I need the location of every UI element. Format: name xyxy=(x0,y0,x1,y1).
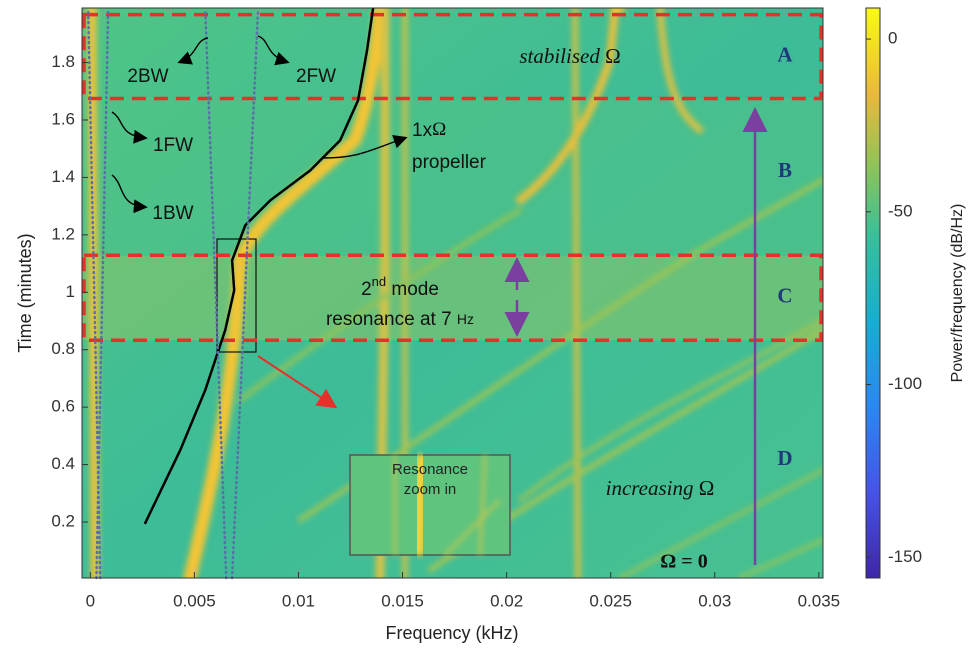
region-label: C xyxy=(777,284,792,308)
y-tick-label: 0.2 xyxy=(51,511,75,530)
mode-label: 2FW xyxy=(296,66,336,87)
resonance-label: resonance at 7 Hz xyxy=(326,309,474,330)
x-tick-label: 0.005 xyxy=(173,591,216,610)
mode-label: 2BW xyxy=(127,66,168,87)
x-tick-label: 0.015 xyxy=(381,591,424,610)
y-tick-label: 0.6 xyxy=(51,397,75,416)
y-tick-label: 0.4 xyxy=(51,454,75,473)
x-tick-label: 0.025 xyxy=(589,591,632,610)
stabilised-label: stabilised Ω xyxy=(519,44,620,68)
x-tick-label: 0.02 xyxy=(490,591,523,610)
x-tick-label: 0.01 xyxy=(282,591,315,610)
x-tick-label: 0.03 xyxy=(698,591,731,610)
y-tick-label: 1 xyxy=(66,282,75,301)
x-axis-label: Frequency (kHz) xyxy=(385,623,518,643)
colorbar xyxy=(866,8,880,578)
propeller-label: 1xΩ xyxy=(412,119,446,141)
resonance-text: resonance at 7 xyxy=(326,309,457,330)
increasing-label: increasing Ω xyxy=(606,476,715,500)
omega: Ω xyxy=(432,119,446,140)
region-label: A xyxy=(777,42,793,66)
mode-label: 1FW xyxy=(153,135,193,156)
increasing-text: increasing xyxy=(606,476,699,500)
colorbar-tick-label: 0 xyxy=(888,29,897,48)
region-label: B xyxy=(778,158,792,182)
zoom-label: zoom in xyxy=(404,481,457,498)
omega: Ω xyxy=(699,476,715,500)
y-tick-label: 1.4 xyxy=(51,167,75,186)
y-tick-label: 0.8 xyxy=(51,339,75,358)
stabilised-text: stabilised xyxy=(519,44,605,68)
resonance-text: 2 xyxy=(361,279,372,300)
colorbar-tick-label: -100 xyxy=(888,374,922,393)
propeller-text: 1x xyxy=(412,120,433,141)
propeller-label: propeller xyxy=(412,152,487,173)
zoom-inset: Resonance zoom in xyxy=(350,455,510,555)
region-label: D xyxy=(777,446,792,470)
x-tick-label: 0.035 xyxy=(798,591,841,610)
colorbar-tick-label: -150 xyxy=(888,547,922,566)
mode-label: 1BW xyxy=(152,203,193,224)
y-tick-label: 1.2 xyxy=(51,224,75,243)
omega: Ω xyxy=(605,44,621,68)
omega-zero-label: Ω = 0 xyxy=(660,551,707,573)
colorbar-tick-label: -50 xyxy=(888,201,913,220)
superscript: nd xyxy=(372,274,386,289)
x-tick-label: 0 xyxy=(86,591,95,610)
chart: Resonance zoom in 2BW 2FW 1FW 1BW 1xΩ pr… xyxy=(0,0,973,650)
colorbar-label: Power/frequency (dB/Hz) xyxy=(949,204,966,383)
resonance-text: mode xyxy=(386,279,439,300)
zoom-label: Resonance xyxy=(392,461,468,478)
y-tick-label: 1.8 xyxy=(51,52,75,71)
y-tick-label: 1.6 xyxy=(51,109,75,128)
unit: Hz xyxy=(457,311,474,327)
y-axis-label: Time (minutes) xyxy=(15,233,35,352)
